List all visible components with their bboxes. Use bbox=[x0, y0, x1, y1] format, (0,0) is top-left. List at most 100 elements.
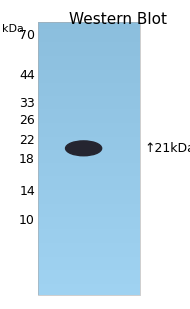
Bar bbox=[38, 221, 140, 223]
Bar bbox=[38, 79, 140, 81]
Bar bbox=[38, 277, 140, 279]
Bar bbox=[38, 157, 140, 159]
Bar bbox=[38, 164, 140, 165]
Bar bbox=[38, 49, 140, 51]
Text: 44: 44 bbox=[19, 69, 35, 82]
Bar bbox=[38, 90, 140, 91]
Bar bbox=[38, 269, 140, 270]
Bar bbox=[38, 129, 140, 130]
Bar bbox=[38, 29, 140, 30]
Bar bbox=[38, 240, 140, 242]
Bar bbox=[38, 139, 140, 141]
Bar bbox=[38, 33, 140, 34]
Bar bbox=[38, 26, 140, 28]
Bar bbox=[38, 281, 140, 283]
Bar bbox=[38, 171, 140, 172]
Bar bbox=[38, 85, 140, 86]
Bar bbox=[38, 48, 140, 49]
Bar bbox=[38, 145, 140, 146]
Bar bbox=[38, 113, 140, 115]
Bar bbox=[38, 134, 140, 135]
Bar bbox=[38, 154, 140, 156]
Bar bbox=[38, 244, 140, 246]
Bar bbox=[38, 287, 140, 288]
Bar bbox=[38, 194, 140, 195]
Bar bbox=[38, 25, 140, 26]
Bar bbox=[38, 127, 140, 129]
Bar bbox=[38, 34, 140, 36]
Bar bbox=[38, 96, 140, 97]
Bar bbox=[38, 59, 140, 60]
Bar bbox=[38, 195, 140, 197]
Bar bbox=[38, 257, 140, 258]
Bar bbox=[38, 190, 140, 191]
Bar bbox=[38, 291, 140, 292]
Bar bbox=[38, 239, 140, 240]
Bar bbox=[38, 188, 140, 190]
Bar bbox=[38, 66, 140, 67]
Bar bbox=[38, 32, 140, 33]
Bar bbox=[38, 73, 140, 74]
Bar bbox=[38, 44, 140, 45]
Bar bbox=[38, 143, 140, 145]
Text: 14: 14 bbox=[19, 185, 35, 198]
Bar bbox=[38, 125, 140, 126]
Bar bbox=[38, 77, 140, 78]
Bar bbox=[38, 276, 140, 277]
Bar bbox=[38, 70, 140, 71]
Bar bbox=[38, 242, 140, 243]
Bar bbox=[38, 87, 140, 89]
Bar bbox=[38, 116, 140, 117]
Bar bbox=[38, 115, 140, 116]
Bar bbox=[38, 286, 140, 287]
Bar bbox=[38, 126, 140, 127]
Bar bbox=[38, 40, 140, 41]
Bar bbox=[38, 253, 140, 254]
Bar bbox=[38, 290, 140, 291]
Bar bbox=[38, 63, 140, 64]
Bar bbox=[38, 169, 140, 171]
Bar bbox=[38, 279, 140, 280]
Bar bbox=[38, 146, 140, 148]
Bar bbox=[38, 247, 140, 248]
Bar bbox=[38, 68, 140, 70]
Bar bbox=[38, 60, 140, 61]
Text: ↑21kDa: ↑21kDa bbox=[144, 142, 190, 155]
Bar bbox=[38, 174, 140, 175]
Bar bbox=[38, 163, 140, 164]
Bar bbox=[38, 105, 140, 107]
Bar bbox=[38, 109, 140, 111]
Bar bbox=[38, 280, 140, 281]
Bar bbox=[38, 224, 140, 225]
Bar bbox=[38, 294, 140, 295]
Bar bbox=[38, 212, 140, 213]
Bar bbox=[38, 235, 140, 236]
Bar bbox=[38, 180, 140, 182]
Text: 70: 70 bbox=[19, 29, 35, 42]
Bar bbox=[38, 93, 140, 94]
Bar bbox=[38, 78, 140, 79]
Bar bbox=[38, 67, 140, 68]
Bar bbox=[38, 103, 140, 104]
Bar bbox=[38, 193, 140, 194]
Bar bbox=[38, 55, 140, 56]
Bar bbox=[38, 265, 140, 266]
Bar bbox=[38, 186, 140, 187]
Bar bbox=[38, 61, 140, 63]
Bar bbox=[38, 264, 140, 265]
Bar bbox=[38, 156, 140, 157]
Bar bbox=[38, 101, 140, 103]
Bar bbox=[38, 261, 140, 262]
Bar bbox=[38, 184, 140, 186]
Bar bbox=[38, 122, 140, 123]
Bar bbox=[38, 204, 140, 205]
Bar bbox=[38, 216, 140, 217]
Bar bbox=[38, 38, 140, 40]
Bar bbox=[38, 91, 140, 93]
Bar bbox=[38, 228, 140, 230]
Bar bbox=[38, 238, 140, 239]
Bar bbox=[38, 270, 140, 272]
Bar bbox=[38, 111, 140, 112]
Bar bbox=[38, 37, 140, 38]
Bar bbox=[38, 159, 140, 160]
